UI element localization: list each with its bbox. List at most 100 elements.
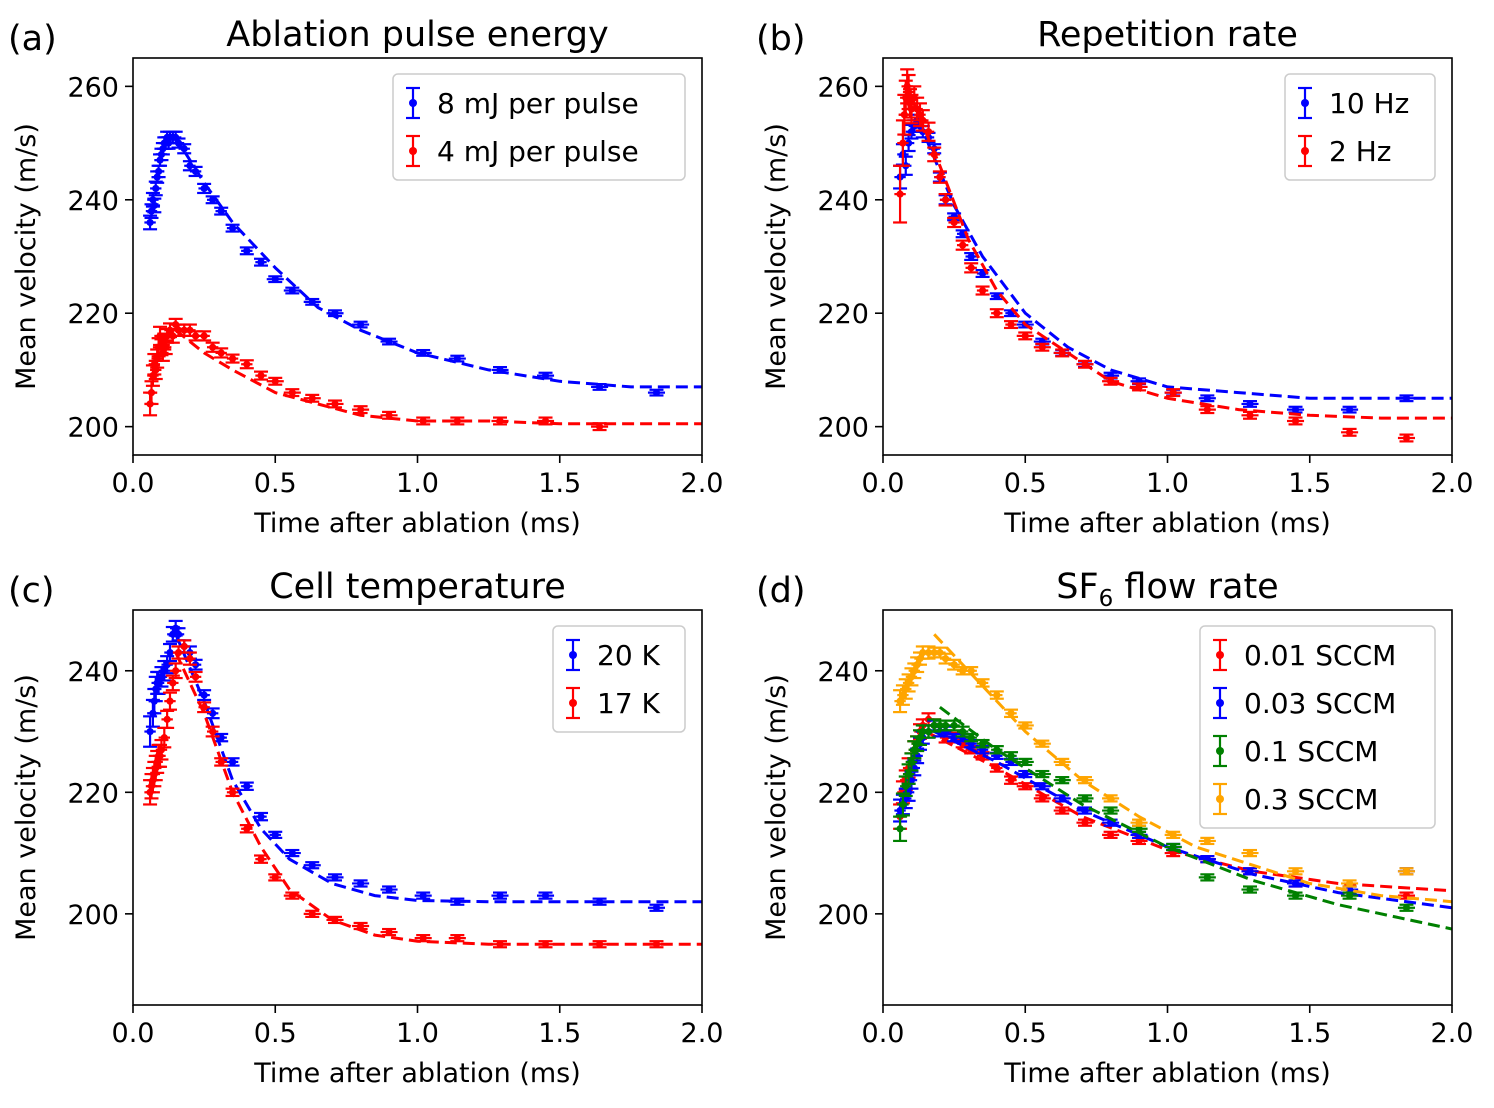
legend-label: 10 Hz: [1329, 87, 1409, 120]
data-point: [283, 848, 301, 858]
marker: [419, 934, 427, 942]
data-point: [197, 701, 212, 714]
marker: [308, 394, 316, 402]
data-point: [352, 320, 370, 329]
marker: [1135, 837, 1143, 845]
legend-item: 2 Hz: [1298, 134, 1391, 168]
marker: [1246, 400, 1254, 408]
marker: [217, 207, 225, 215]
chart-panel-3: (d) SF6 flow rate 0.0 0.5 1.0 1.5 2.0 200 220 240…: [756, 567, 1473, 1089]
marker: [191, 332, 200, 340]
data-point: [239, 359, 254, 370]
data-point: [927, 146, 942, 163]
x-tick-label: 2.0: [1431, 468, 1474, 499]
x-axis-label: Time after ablation (ms): [253, 508, 581, 539]
marker: [385, 411, 393, 419]
data-point: [1286, 867, 1305, 876]
data-point: [168, 662, 183, 680]
data-point: [591, 897, 609, 906]
legend-handle: [1213, 686, 1227, 720]
marker: [146, 218, 154, 227]
marker: [496, 892, 504, 900]
marker: [1007, 320, 1015, 329]
data-point: [414, 934, 432, 943]
data-point: [214, 206, 229, 216]
data-point: [414, 348, 432, 357]
marker: [453, 417, 461, 425]
marker: [155, 167, 163, 176]
marker: [1081, 776, 1089, 784]
marker: [228, 224, 237, 232]
series-1: [143, 317, 702, 432]
marker: [271, 831, 279, 839]
data-point: [182, 651, 197, 666]
data-point: [1076, 776, 1094, 785]
marker: [1021, 332, 1029, 340]
marker: [941, 721, 950, 730]
x-tick-label: 0.5: [254, 1018, 297, 1049]
x-tick-label: 0.0: [112, 468, 155, 499]
data-point: [448, 934, 466, 943]
marker: [541, 940, 550, 948]
data-point: [989, 308, 1004, 319]
legend-marker: [1216, 699, 1224, 707]
data-point: [1102, 806, 1120, 815]
chart-panel-2: (c) Cell temperature 0.0 0.5 1.0 1.5 2.0 200 220…: [8, 567, 723, 1089]
data-point: [1286, 416, 1305, 426]
data-point: [205, 195, 220, 205]
marker: [419, 417, 427, 425]
data-point: [326, 873, 344, 882]
marker: [1291, 879, 1300, 888]
marker: [271, 377, 279, 385]
marker: [1007, 776, 1015, 784]
marker: [1135, 819, 1143, 827]
data-point: [647, 388, 666, 397]
marker: [1107, 377, 1115, 385]
marker: [186, 655, 194, 663]
marker: [257, 258, 265, 266]
legend-item: 8 mJ per pulse: [406, 86, 639, 120]
data-point: [591, 383, 609, 391]
marker: [257, 855, 265, 863]
marker: [936, 173, 944, 181]
marker: [200, 184, 208, 193]
data-point: [448, 354, 466, 363]
data-point: [148, 180, 163, 197]
marker: [595, 383, 604, 391]
data-point: [188, 165, 203, 178]
marker: [978, 740, 987, 748]
marker: [978, 286, 987, 295]
data-point: [197, 689, 212, 702]
marker: [385, 885, 393, 894]
data-point: [157, 726, 172, 749]
marker: [200, 703, 208, 711]
marker: [1021, 770, 1029, 778]
x-tick-label: 0.5: [1004, 468, 1047, 499]
y-tick-label: 260: [817, 72, 869, 103]
marker: [357, 406, 365, 414]
legend-label: 0.1 SCCM: [1244, 735, 1378, 768]
marker: [180, 145, 188, 153]
data-point: [1053, 348, 1071, 358]
data-point: [975, 285, 990, 296]
x-tick-label: 2.0: [681, 468, 724, 499]
data-point: [975, 678, 990, 688]
data-point: [1016, 782, 1034, 791]
data-point: [303, 909, 321, 918]
data-point: [283, 286, 301, 295]
data-point: [1076, 818, 1094, 827]
marker: [163, 661, 171, 669]
marker: [191, 673, 200, 681]
data-point: [268, 830, 283, 839]
marker: [152, 184, 160, 193]
data-point: [1016, 331, 1034, 341]
data-point: [1004, 708, 1019, 719]
marker: [228, 788, 237, 796]
data-point: [1053, 794, 1071, 803]
panel-letter: (d): [756, 571, 806, 611]
data-point: [414, 416, 432, 426]
data-point: [214, 732, 229, 743]
data-point: [1241, 848, 1259, 858]
marker: [967, 734, 975, 742]
data-point: [148, 359, 163, 381]
